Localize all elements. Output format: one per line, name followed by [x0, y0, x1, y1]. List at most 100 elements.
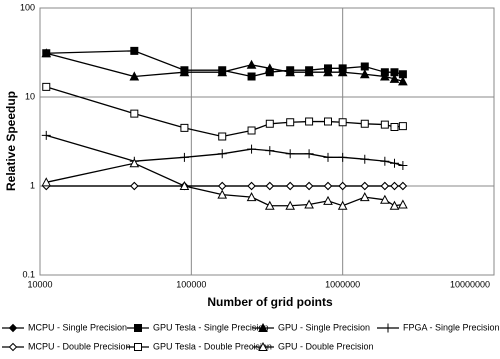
- marker: [246, 192, 257, 202]
- marker: [218, 181, 227, 191]
- legend-label: MCPU - Single Precision: [28, 322, 127, 332]
- marker: [304, 67, 314, 77]
- marker: [247, 72, 256, 81]
- legend-marker: [383, 323, 393, 333]
- marker: [390, 68, 399, 77]
- marker: [380, 120, 389, 129]
- x-tick-label: 10000000: [450, 279, 490, 289]
- marker: [360, 181, 369, 191]
- legend-label: GPU Tesla - Single Precision: [153, 322, 268, 332]
- marker: [305, 117, 314, 126]
- marker: [398, 76, 408, 86]
- marker: [323, 152, 333, 162]
- marker: [337, 200, 348, 210]
- marker: [390, 181, 399, 191]
- x-tick-label: 1000000: [325, 279, 360, 289]
- marker: [41, 130, 51, 140]
- marker: [337, 67, 348, 77]
- legend-label: FPGA - Single Precision: [403, 322, 500, 332]
- marker: [41, 48, 52, 58]
- marker: [398, 160, 408, 170]
- marker: [285, 67, 296, 77]
- marker: [398, 181, 408, 191]
- marker: [130, 46, 139, 55]
- marker: [265, 181, 275, 191]
- marker: [338, 152, 348, 162]
- marker: [217, 67, 228, 77]
- marker: [324, 117, 333, 126]
- marker: [323, 67, 333, 77]
- y-axis-title: Relative Speedup: [4, 91, 18, 191]
- y-tick-label: 0.1: [22, 269, 35, 279]
- marker: [247, 126, 256, 135]
- y-tick-label: 100: [20, 2, 35, 12]
- marker: [179, 180, 190, 190]
- marker: [180, 123, 189, 132]
- marker: [247, 144, 257, 154]
- marker: [389, 158, 399, 168]
- legend-marker: [258, 341, 268, 351]
- marker: [398, 70, 407, 79]
- marker: [380, 181, 390, 191]
- marker: [247, 181, 256, 191]
- marker: [246, 59, 257, 69]
- legend-marker: [134, 324, 142, 332]
- marker: [264, 63, 275, 73]
- legend-marker: [134, 343, 142, 351]
- y-tick-label: 10: [25, 91, 35, 101]
- marker: [286, 118, 295, 127]
- marker: [179, 67, 190, 77]
- marker: [398, 199, 408, 209]
- marker: [129, 71, 140, 81]
- marker: [285, 149, 295, 159]
- plot-area: [39, 7, 495, 276]
- marker: [389, 200, 400, 210]
- marker: [217, 149, 227, 159]
- marker: [380, 71, 390, 81]
- marker: [265, 146, 275, 156]
- series-line: [46, 52, 404, 82]
- marker: [130, 109, 139, 118]
- marker: [41, 177, 52, 187]
- legend-marker: [8, 342, 18, 352]
- y-tick-label: 1: [30, 180, 35, 190]
- marker: [304, 181, 314, 191]
- marker: [360, 119, 369, 128]
- marker: [129, 158, 140, 168]
- legend-label: GPU - Single Precision: [278, 322, 370, 332]
- marker: [130, 181, 139, 191]
- x-axis-title: Number of grid points: [207, 295, 333, 309]
- marker: [398, 122, 407, 131]
- marker: [389, 73, 400, 83]
- series-line: [46, 162, 403, 207]
- marker: [360, 62, 369, 71]
- marker: [179, 152, 189, 162]
- marker: [359, 192, 370, 202]
- legend-label: MCPU - Double Precision: [28, 341, 131, 351]
- marker: [285, 181, 295, 191]
- marker: [264, 200, 275, 210]
- marker: [360, 154, 370, 164]
- marker: [42, 82, 51, 91]
- marker: [390, 123, 399, 132]
- marker: [338, 181, 347, 191]
- x-tick-label: 10000: [27, 279, 52, 289]
- marker: [323, 181, 333, 191]
- marker: [285, 200, 296, 210]
- legend-marker: [258, 322, 268, 332]
- marker: [359, 69, 370, 79]
- marker: [304, 199, 314, 209]
- marker: [265, 119, 274, 128]
- marker: [323, 195, 333, 205]
- legend-label: GPU - Double Precision: [278, 341, 374, 351]
- marker: [217, 189, 228, 199]
- marker: [218, 132, 227, 141]
- marker: [380, 194, 390, 204]
- marker: [304, 149, 314, 159]
- legend-label: GPU Tesla - Double Precision: [153, 341, 272, 351]
- x-tick-label: 100000: [176, 279, 206, 289]
- marker: [338, 118, 347, 127]
- marker: [380, 156, 390, 166]
- legend-marker: [8, 323, 18, 333]
